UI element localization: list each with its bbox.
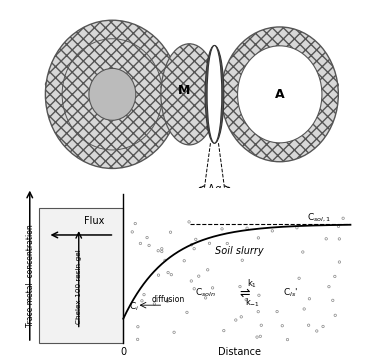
Point <box>336 259 342 265</box>
Point <box>171 329 177 335</box>
Point <box>279 323 285 329</box>
Point <box>254 334 260 340</box>
Point <box>224 240 230 246</box>
Point <box>256 292 262 298</box>
Point <box>206 240 212 246</box>
Ellipse shape <box>45 20 179 169</box>
Text: C$_{ls}$': C$_{ls}$' <box>283 287 298 299</box>
Point <box>239 257 245 263</box>
Point <box>189 242 195 248</box>
Point <box>159 246 165 252</box>
Point <box>336 236 342 242</box>
Point <box>243 297 249 303</box>
Point <box>340 216 346 221</box>
Ellipse shape <box>161 44 218 145</box>
Point <box>188 278 194 284</box>
Point <box>301 306 307 312</box>
Point <box>196 273 202 279</box>
Point <box>167 229 173 235</box>
Text: Flux: Flux <box>84 217 105 226</box>
Point <box>155 272 161 278</box>
Text: Chelex-100 resin-gel: Chelex-100 resin-gel <box>76 249 82 324</box>
Point <box>256 235 262 241</box>
Ellipse shape <box>221 75 339 95</box>
Point <box>141 292 147 297</box>
Point <box>135 336 141 342</box>
Point <box>162 257 168 263</box>
Point <box>294 225 300 231</box>
Point <box>257 334 263 339</box>
Text: 0: 0 <box>120 347 126 357</box>
Text: A: A <box>275 88 285 101</box>
Point <box>306 322 312 328</box>
Text: C$_{sol,1}$: C$_{sol,1}$ <box>307 211 331 223</box>
Text: ⇌: ⇌ <box>240 287 250 300</box>
Text: k$_{-1}$: k$_{-1}$ <box>245 296 260 309</box>
Point <box>191 246 197 252</box>
Point <box>320 323 326 329</box>
Point <box>274 309 280 314</box>
Point <box>255 309 261 314</box>
Point <box>205 267 211 273</box>
Point <box>237 284 243 290</box>
Point <box>165 270 171 275</box>
Text: Trace metal  concentration: Trace metal concentration <box>26 224 35 327</box>
Point <box>181 258 187 264</box>
Text: $\leftarrow \Lambda g \rightarrow$: $\leftarrow \Lambda g \rightarrow$ <box>196 182 232 196</box>
Point <box>300 249 306 255</box>
Point <box>336 223 341 229</box>
Point <box>307 296 312 302</box>
Text: M: M <box>178 84 190 97</box>
Point <box>285 337 291 343</box>
Text: k$_1$: k$_1$ <box>247 277 257 290</box>
Point <box>238 314 244 320</box>
Text: C$_{soln}$: C$_{soln}$ <box>195 287 216 299</box>
Point <box>135 324 141 330</box>
Point <box>139 298 145 304</box>
Point <box>144 235 150 240</box>
Point <box>203 295 209 301</box>
Point <box>323 236 329 242</box>
Point <box>132 221 138 226</box>
Bar <box>39 208 123 343</box>
Point <box>314 328 320 334</box>
Point <box>146 243 152 248</box>
Point <box>137 240 143 246</box>
Point <box>159 249 165 255</box>
Point <box>221 328 227 334</box>
Point <box>330 297 336 303</box>
Text: C$_i$: C$_i$ <box>129 301 139 313</box>
Point <box>164 298 170 304</box>
Point <box>193 236 199 242</box>
Point <box>233 317 239 323</box>
Point <box>332 312 338 318</box>
Point <box>269 228 275 234</box>
Ellipse shape <box>221 27 339 162</box>
Ellipse shape <box>89 68 136 120</box>
Point <box>129 229 135 235</box>
Point <box>169 272 174 278</box>
Point <box>332 274 338 279</box>
Ellipse shape <box>205 45 224 143</box>
Point <box>151 301 157 307</box>
Point <box>296 275 302 281</box>
Point <box>326 284 332 290</box>
Point <box>191 286 197 292</box>
Point <box>244 225 250 231</box>
Text: Soil slurry: Soil slurry <box>215 246 263 256</box>
Ellipse shape <box>161 79 218 95</box>
Point <box>258 322 264 328</box>
Point <box>155 248 161 254</box>
Point <box>219 226 225 232</box>
Ellipse shape <box>45 73 179 95</box>
Text: diffusion: diffusion <box>151 295 185 304</box>
Point <box>186 219 192 225</box>
Point <box>165 297 171 303</box>
Point <box>184 309 190 315</box>
Text: Distance: Distance <box>218 347 261 357</box>
Ellipse shape <box>238 46 322 143</box>
Point <box>209 285 215 291</box>
Ellipse shape <box>207 45 222 143</box>
